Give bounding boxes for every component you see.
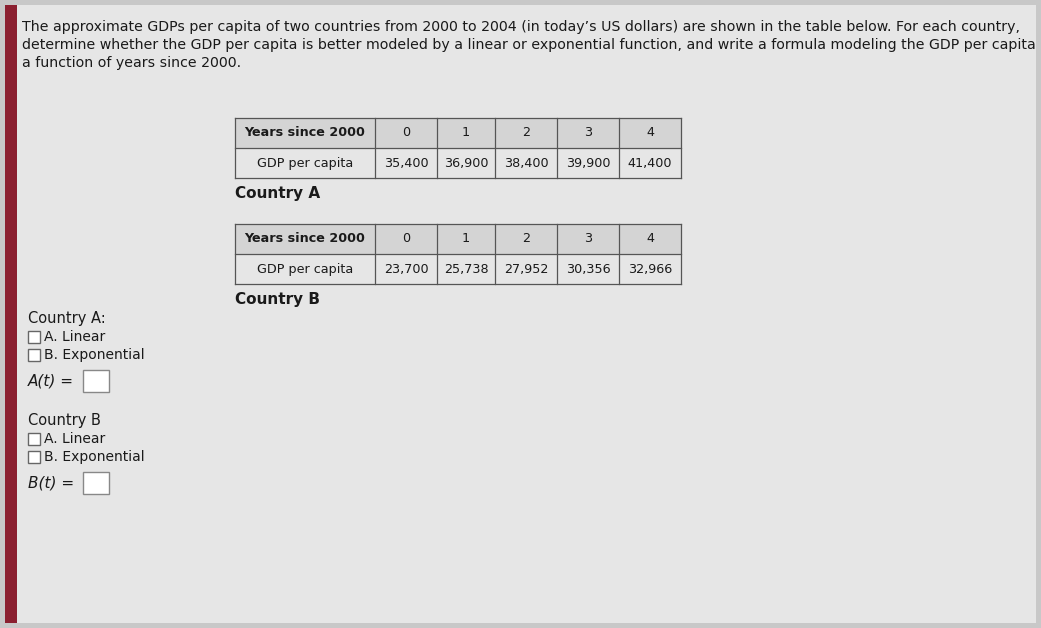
Text: GDP per capita: GDP per capita: [257, 156, 353, 170]
Bar: [83, 370, 109, 392]
Bar: [28, 433, 40, 445]
Text: The approximate GDPs per capita of two countries from 2000 to 2004 (in today’s U: The approximate GDPs per capita of two c…: [22, 20, 1020, 34]
Text: B. Exponential: B. Exponential: [44, 348, 145, 362]
Bar: [5, 5, 17, 623]
Text: 38,400: 38,400: [504, 156, 549, 170]
Bar: [28, 451, 40, 463]
Text: A(t) =: A(t) =: [28, 374, 74, 389]
Text: 32,966: 32,966: [628, 263, 672, 276]
Text: Country B: Country B: [28, 413, 101, 428]
Bar: [235, 118, 681, 148]
Text: 25,738: 25,738: [443, 263, 488, 276]
Text: 2: 2: [522, 126, 530, 139]
Text: 39,900: 39,900: [565, 156, 610, 170]
Text: 3: 3: [584, 126, 592, 139]
Text: 23,700: 23,700: [384, 263, 428, 276]
Text: A. Linear: A. Linear: [44, 432, 105, 446]
Bar: [28, 349, 40, 361]
Text: Years since 2000: Years since 2000: [245, 126, 365, 139]
Text: 1: 1: [462, 126, 471, 139]
Text: 3: 3: [584, 232, 592, 246]
Text: GDP per capita: GDP per capita: [257, 263, 353, 276]
Text: 1: 1: [462, 232, 471, 246]
Text: 35,400: 35,400: [384, 156, 428, 170]
Bar: [235, 224, 681, 254]
Text: A. Linear: A. Linear: [44, 330, 105, 344]
Text: Years since 2000: Years since 2000: [245, 232, 365, 246]
Text: 30,356: 30,356: [565, 263, 610, 276]
Text: 36,900: 36,900: [443, 156, 488, 170]
Bar: [83, 472, 109, 494]
Text: 2: 2: [522, 232, 530, 246]
Text: 27,952: 27,952: [504, 263, 549, 276]
Bar: [28, 331, 40, 343]
Text: 4: 4: [646, 232, 654, 246]
Text: 0: 0: [402, 232, 410, 246]
Text: 4: 4: [646, 126, 654, 139]
Text: Country A:: Country A:: [28, 311, 106, 326]
Text: Country B: Country B: [235, 292, 320, 307]
Text: B. Exponential: B. Exponential: [44, 450, 145, 464]
Text: Country A: Country A: [235, 186, 321, 201]
Text: a function of years since 2000.: a function of years since 2000.: [22, 56, 242, 70]
Text: 41,400: 41,400: [628, 156, 672, 170]
Text: determine whether the GDP per capita is better modeled by a linear or exponentia: determine whether the GDP per capita is …: [22, 38, 1041, 52]
Text: 0: 0: [402, 126, 410, 139]
Text: B(t) =: B(t) =: [28, 475, 74, 490]
